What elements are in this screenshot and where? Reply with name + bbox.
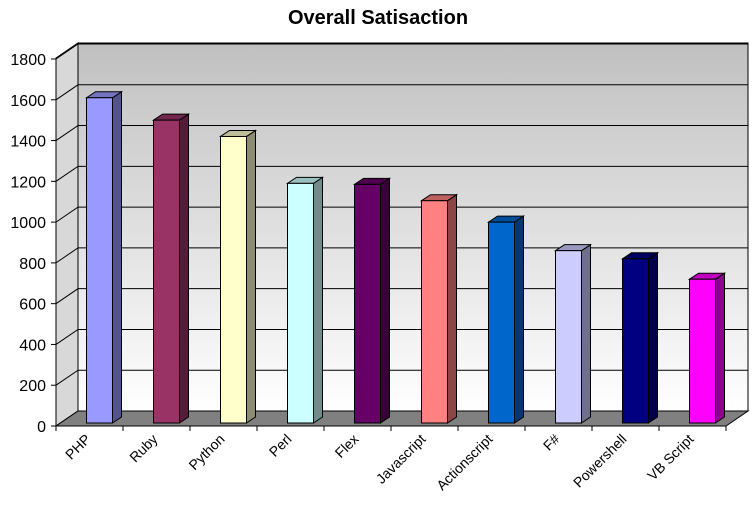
y-tick-label: 0 <box>37 419 46 436</box>
y-tick-label: 600 <box>19 297 46 314</box>
gridline <box>55 84 748 101</box>
gridline <box>55 165 748 182</box>
y-tick-label: 1800 <box>10 52 46 69</box>
gridline <box>55 369 748 386</box>
x-category-label: PHP <box>62 431 94 463</box>
y-tick-label: 1600 <box>10 93 46 110</box>
bar-vb-script[interactable] <box>687 272 727 424</box>
x-category-label: Ruby <box>126 431 160 465</box>
bar-python[interactable] <box>218 129 258 424</box>
y-tick-label: 400 <box>19 337 46 354</box>
bar-ruby[interactable] <box>151 113 191 424</box>
gridline <box>55 125 748 141</box>
x-category-label: F# <box>540 431 563 454</box>
x-category-label: Perl <box>266 431 295 460</box>
bar-php[interactable] <box>84 90 124 424</box>
x-category-label: Flex <box>332 431 362 461</box>
gridline <box>55 328 748 345</box>
bar-f-[interactable] <box>553 243 593 424</box>
x-category-label: Powershell <box>570 431 630 491</box>
bar-powershell[interactable] <box>620 251 660 424</box>
gridline <box>55 206 748 223</box>
chart-title: Overall Satisaction <box>287 7 469 29</box>
x-category-label: VB Script <box>644 431 697 484</box>
x-category-label: Javascript <box>373 431 429 487</box>
bar-flex[interactable] <box>352 177 392 424</box>
y-tick-label: 800 <box>19 256 46 273</box>
chart-side-wall <box>55 42 79 427</box>
bar-perl[interactable] <box>285 176 325 424</box>
y-tick-label: 1000 <box>10 215 46 232</box>
gridline <box>55 288 748 305</box>
bar-javascript[interactable] <box>419 193 459 424</box>
gridline <box>55 43 748 60</box>
y-tick-label: 1400 <box>10 134 46 151</box>
x-category-label: Python <box>185 431 227 473</box>
gridline <box>55 247 748 264</box>
y-tick-label: 200 <box>19 378 46 395</box>
x-category-label: Actionscript <box>433 431 496 494</box>
y-tick-label: 1200 <box>10 174 46 191</box>
bar-actionscript[interactable] <box>486 215 526 424</box>
